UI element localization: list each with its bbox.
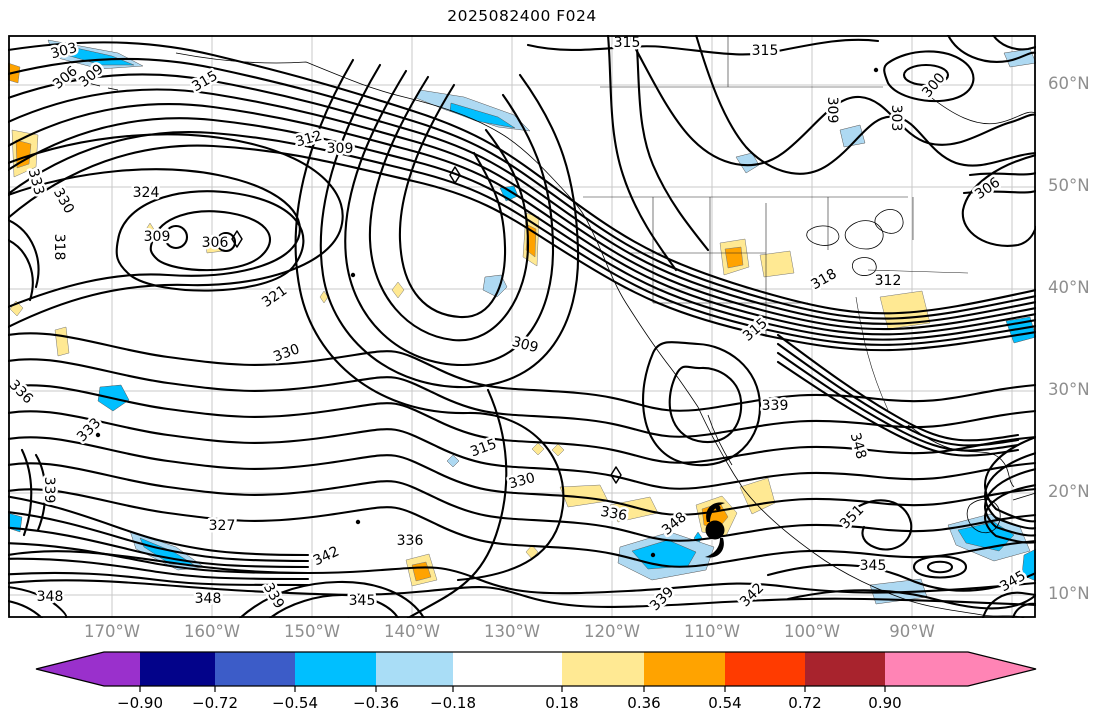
colorbar-tick-label: −0.90 [117, 694, 163, 712]
contour-label: 315 [752, 43, 779, 59]
contour-label: 309 [144, 229, 171, 245]
contour-label: 315 [614, 35, 641, 51]
lon-tick-label: 90°W [889, 622, 935, 641]
political-borders [583, 35, 968, 410]
lon-tick-label: 170°W [84, 622, 140, 641]
contour-label: 312 [294, 128, 324, 150]
contour-label: 336 [8, 377, 36, 407]
lon-tick-label: 130°W [484, 622, 540, 641]
colorbar-extend-right [885, 652, 1036, 686]
colorbar-tick-label: 0.72 [788, 694, 821, 712]
figure: 2025082400 F024 [0, 0, 1105, 712]
contour-label: 348 [847, 431, 869, 461]
contour-label: 309 [510, 334, 540, 356]
lon-tick-label: 140°W [384, 622, 440, 641]
colorbar-segment [453, 652, 562, 686]
contour-lines [8, 35, 1036, 618]
page-title: 2025082400 F024 [8, 7, 1036, 25]
lat-tick-label: 30°N [1048, 380, 1090, 399]
contour-label: 330 [50, 185, 77, 216]
colorbar-segment [140, 652, 215, 686]
contour-label: 315 [189, 68, 220, 95]
colorbar-tick-label: −0.18 [430, 694, 476, 712]
colorbar-segment [562, 652, 644, 686]
contour-label: 300 [919, 70, 948, 101]
colorbar-segment [805, 652, 885, 686]
colorbar-tick-label: 0.18 [545, 694, 578, 712]
map-plot: 3033063093153123093243333303183093063213… [8, 35, 1036, 618]
contour-label: 345 [860, 558, 887, 574]
contour-label: 303 [888, 105, 904, 132]
contour-label: 318 [51, 234, 67, 261]
colorbar: −0.90 −0.72 −0.54 −0.36 −0.18 0.18 0.36 0.54 0.7… [0, 644, 1105, 712]
lat-tick-label: 60°N [1048, 74, 1090, 93]
contour-label: 333 [74, 415, 104, 445]
colorbar-segment [295, 652, 376, 686]
lon-tick-label: 160°W [184, 622, 240, 641]
contour-label: 309 [824, 97, 840, 124]
colorbar-tick-label: −0.72 [192, 694, 238, 712]
contour-label: 348 [195, 591, 222, 607]
colorbar-tick-label: −0.54 [272, 694, 318, 712]
lon-tick-label: 120°W [584, 622, 640, 641]
contour-label: 321 [259, 283, 290, 311]
lon-tick-label: 150°W [284, 622, 340, 641]
contour-label: 336 [397, 533, 424, 549]
lat-tick-label: 10°N [1048, 584, 1090, 603]
lon-tick-label: 100°W [784, 622, 840, 641]
contour-label: 312 [875, 273, 902, 289]
contour-label: 339 [762, 398, 789, 414]
contour-label: 309 [327, 141, 354, 157]
colorbar-tick-label: 0.90 [868, 694, 901, 712]
contour-label: 342 [311, 543, 342, 569]
colorbar-tick-label: −0.36 [353, 694, 399, 712]
contour-label: 324 [133, 185, 160, 201]
lat-tick-label: 40°N [1048, 278, 1090, 297]
colorbar-tick-label: 0.54 [708, 694, 741, 712]
lat-tick-label: 20°N [1048, 482, 1090, 501]
lat-tick-label: 50°N [1048, 176, 1090, 195]
colorbar-segment [376, 652, 453, 686]
contour-label: 345 [349, 593, 376, 609]
contour-label: 306 [202, 235, 229, 251]
colorbar-extend-left [36, 652, 140, 686]
contour-label: 306 [972, 174, 1003, 202]
colorbar-segment [215, 652, 295, 686]
contour-label: 336 [599, 504, 628, 524]
contour-label: 315 [468, 436, 499, 460]
colorbar-segment [644, 652, 725, 686]
contour-label: 348 [37, 589, 64, 605]
graticule-gridlines [8, 35, 1036, 618]
colorbar-tick-label: 0.36 [627, 694, 660, 712]
contour-label: 339 [41, 477, 57, 504]
colorbar-segment [725, 652, 805, 686]
contour-label: 327 [209, 518, 236, 534]
contour-label: 330 [507, 470, 537, 492]
lon-tick-label: 110°W [684, 622, 740, 641]
